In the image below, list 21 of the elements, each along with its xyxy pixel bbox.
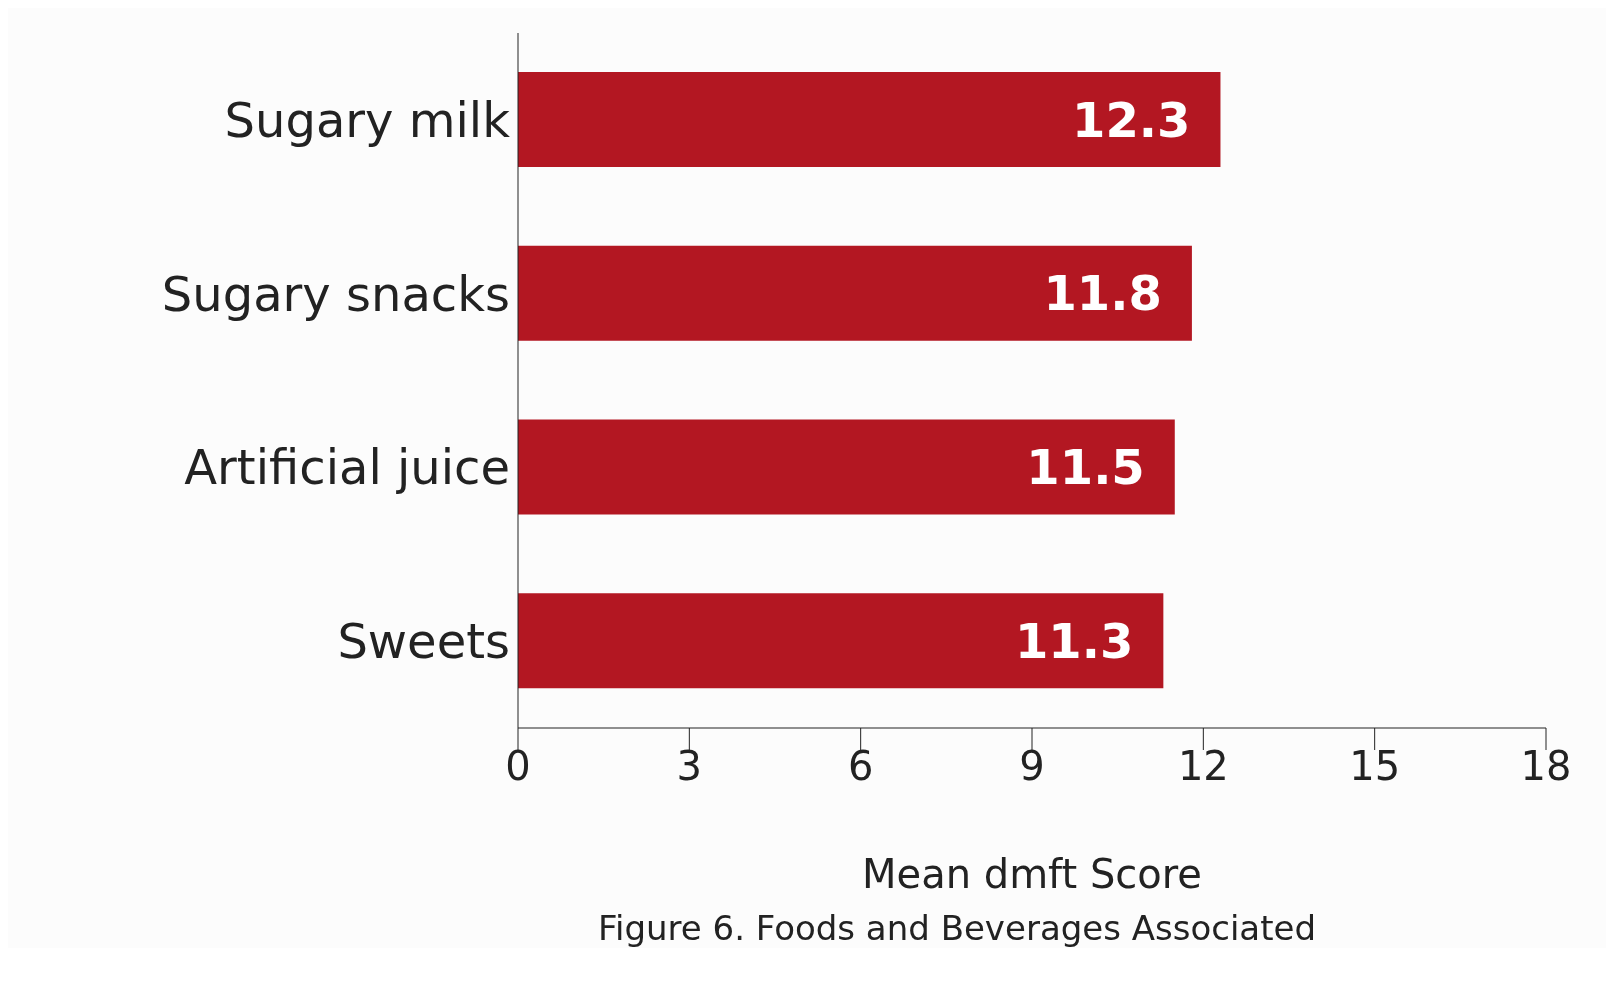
x-tick-label: 6 <box>847 743 874 790</box>
bar <box>518 72 1221 167</box>
x-tick-label: 15 <box>1349 743 1401 790</box>
bar <box>518 593 1164 689</box>
x-tick-label: 0 <box>505 743 531 790</box>
bar <box>518 245 1192 341</box>
x-tick-label: 12 <box>1177 743 1229 790</box>
y-tick-label: Artificial juice <box>184 439 510 496</box>
caption: Figure 6. Foods and Beverages Associated <box>596 908 1318 948</box>
y-tick-label: Sweets <box>337 613 510 670</box>
y-tick-label: Sugary snacks <box>161 265 510 322</box>
x-tick-label: 18 <box>1520 743 1572 790</box>
x-axis-title: Mean dmft Score <box>862 851 1202 897</box>
data-label: 11.3 <box>1014 612 1134 669</box>
data-label: 11.8 <box>1043 265 1162 322</box>
data-label: 12.3 <box>1072 91 1191 148</box>
data-label: 11.5 <box>1026 439 1145 496</box>
x-tick-label: 9 <box>1019 743 1045 790</box>
y-tick-label: Sugary milk <box>224 91 511 148</box>
bar <box>518 419 1175 515</box>
x-tick-label: 3 <box>676 743 703 790</box>
